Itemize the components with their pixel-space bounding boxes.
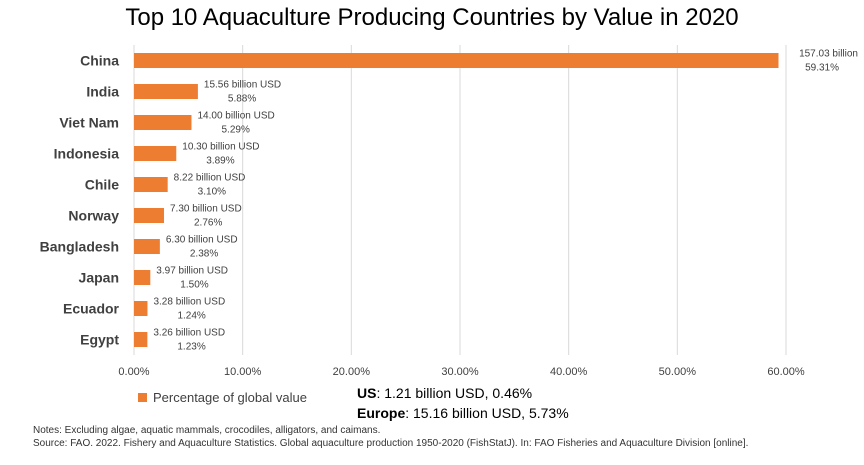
category-label: Chile: [85, 177, 119, 193]
category-label: Bangladesh: [40, 239, 119, 255]
legend: Percentage of global value: [138, 390, 307, 405]
data-label-percent: 2.38%: [190, 249, 218, 260]
bar-viet-nam: [134, 115, 192, 130]
category-label: China: [80, 53, 119, 69]
data-label-percent: 1.50%: [180, 280, 208, 291]
data-label-value: 3.97 billion USD: [156, 266, 228, 277]
bar-china: [134, 53, 779, 68]
x-tick-label: 30.00%: [441, 366, 479, 378]
bars: [134, 53, 779, 347]
source-text: Source: FAO. 2022. Fishery and Aquacultu…: [33, 438, 749, 449]
x-tick-label: 0.00%: [118, 366, 149, 378]
category-label: Ecuador: [63, 301, 120, 317]
bar-egypt: [134, 332, 148, 347]
bar-bangladesh: [134, 239, 160, 254]
data-label-percent: 3.89%: [206, 156, 234, 167]
category-label: Viet Nam: [59, 115, 119, 131]
data-label-percent: 5.29%: [221, 125, 249, 136]
category-label: Indonesia: [54, 146, 120, 162]
summary-europe-label: Europe: [357, 405, 406, 421]
x-tick-label: 60.00%: [767, 366, 805, 378]
bar-indonesia: [134, 146, 177, 161]
x-tick-label: 20.00%: [333, 366, 371, 378]
x-tick-label: 40.00%: [550, 366, 588, 378]
bar-japan: [134, 270, 151, 285]
data-label-percent: 2.76%: [194, 218, 222, 229]
summary-us-value: : 1.21 billion USD, 0.46%: [376, 385, 533, 401]
chart-title: Top 10 Aquaculture Producing Countries b…: [125, 4, 739, 31]
legend-swatch: [138, 393, 147, 402]
category-label: Egypt: [80, 332, 119, 348]
data-label-percent: 59.31%: [805, 63, 839, 74]
summary-us: US: 1.21 billion USD, 0.46%: [357, 385, 532, 401]
bar-ecuador: [134, 301, 148, 316]
bar-chile: [134, 177, 168, 192]
category-label: Norway: [68, 208, 119, 224]
gridlines: [133, 45, 787, 355]
data-label-percent: 5.88%: [228, 94, 256, 105]
data-label-value: 15.56 billion USD: [204, 80, 281, 91]
data-labels: 157.03 billion 59.31% 15.56 billion USD 5.8…: [153, 49, 858, 353]
data-label-value: 157.03 billion: [799, 49, 858, 60]
data-label-value: 3.26 billion USD: [153, 328, 225, 339]
bar-norway: [134, 208, 164, 223]
summary-europe-value: : 15.16 billion USD, 5.73%: [405, 405, 569, 421]
x-tick-labels: 0.00% 10.00% 20.00% 30.00% 40.00% 50.00% 60.00…: [118, 366, 804, 378]
legend-label: Percentage of global value: [153, 390, 307, 405]
category-label: Japan: [79, 270, 119, 286]
data-label-percent: 1.23%: [177, 342, 205, 353]
bar-india: [134, 84, 198, 99]
data-label-value: 8.22 billion USD: [174, 173, 246, 184]
summary-europe: Europe: 15.16 billion USD, 5.73%: [357, 405, 569, 421]
summary-us-label: US: [357, 385, 377, 401]
data-label-value: 3.28 billion USD: [153, 297, 225, 308]
data-label-percent: 1.24%: [177, 311, 205, 322]
x-tick-label: 50.00%: [659, 366, 697, 378]
data-label-percent: 3.10%: [198, 187, 226, 198]
x-tick-label: 10.00%: [224, 366, 262, 378]
data-label-value: 10.30 billion USD: [182, 142, 259, 153]
data-label-value: 14.00 billion USD: [197, 111, 274, 122]
data-label-value: 6.30 billion USD: [166, 235, 238, 246]
category-labels: China India Viet Nam Indonesia Chile Norway Ba…: [40, 53, 120, 348]
notes-text: Notes: Excluding algae, aquatic mammals,…: [33, 425, 381, 436]
category-label: India: [86, 84, 119, 100]
data-label-value: 7.30 billion USD: [170, 204, 242, 215]
